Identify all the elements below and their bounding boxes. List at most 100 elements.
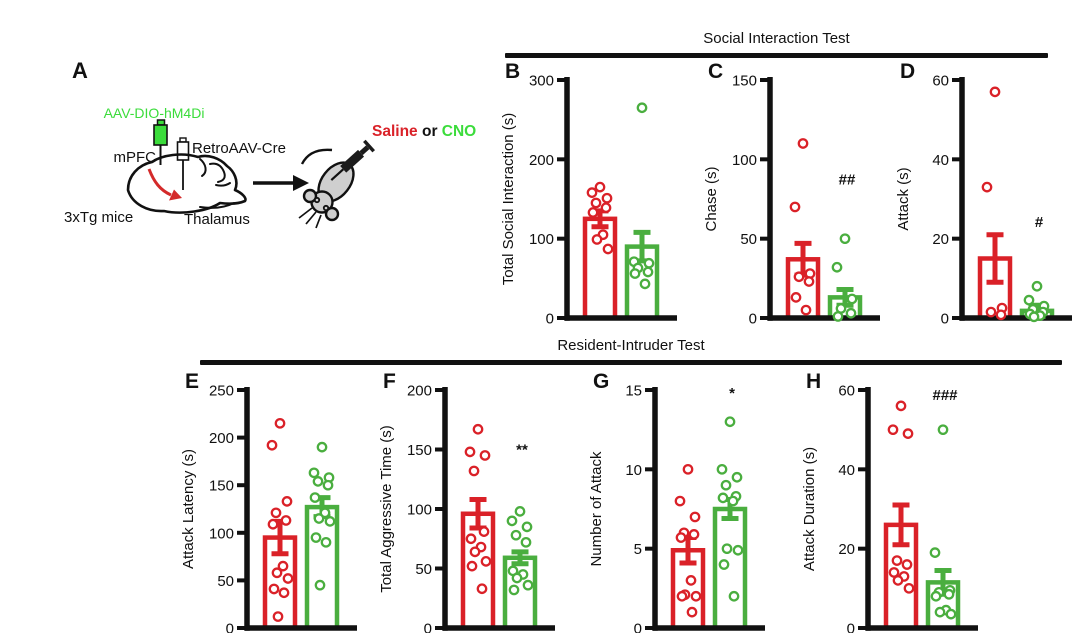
data-point <box>1023 294 1035 306</box>
y-axis-label: Total Social Interaction (s) <box>500 113 517 286</box>
data-point <box>731 471 743 483</box>
data-point <box>903 582 915 594</box>
data-point <box>479 450 491 461</box>
panel-letter-b: B <box>505 60 520 83</box>
white-syringe-icon <box>176 137 190 190</box>
y-tick-label: 0 <box>634 621 642 633</box>
y-tick-label: 200 <box>407 383 432 400</box>
data-point <box>466 560 478 572</box>
data-point <box>508 584 520 596</box>
data-point <box>281 496 293 507</box>
chart-panel-H: H Attack Duration (s) 0 20 40 60 ### <box>801 370 978 633</box>
series-cno <box>929 424 957 620</box>
y-axis-label: Number of Attack <box>588 451 605 567</box>
y-tick-label: 40 <box>838 462 855 479</box>
data-point <box>590 197 602 209</box>
data-point <box>266 439 278 451</box>
data-point <box>718 559 730 570</box>
chart-panel-E: E Attack Latency (s) 0 50 100 150 200 250 <box>180 370 357 633</box>
y-axis-label: Attack Latency (s) <box>180 449 197 569</box>
data-point <box>313 513 325 524</box>
significance-annotation: # <box>1035 214 1044 231</box>
y-axis-label: Attack Duration (s) <box>801 447 818 571</box>
section-title-resident: Resident-Intruder Test <box>557 337 705 354</box>
data-point <box>685 575 697 586</box>
y-axis-label: Chase (s) <box>703 166 720 231</box>
y-tick-label: 100 <box>407 502 432 519</box>
panel-letter-e: E <box>185 370 199 393</box>
data-point <box>732 544 744 556</box>
y-tick-label: 150 <box>209 478 234 495</box>
y-tick-label: 60 <box>838 383 855 400</box>
data-point <box>601 192 613 204</box>
data-point <box>887 424 899 436</box>
data-point <box>945 608 957 620</box>
data-point <box>832 311 844 322</box>
panel-letter-c: C <box>708 60 723 83</box>
data-point <box>587 207 599 218</box>
series-cno <box>716 416 744 602</box>
injection-syringe-icon <box>330 139 376 181</box>
data-point <box>308 467 320 479</box>
data-point <box>689 511 701 523</box>
data-point <box>274 417 286 429</box>
y-tick-label: 50 <box>415 561 432 578</box>
section-title-social: Social Interaction Test <box>703 30 850 47</box>
y-tick-label: 100 <box>732 152 757 169</box>
data-point <box>686 606 698 618</box>
brain-outline <box>126 153 247 214</box>
y-tick-label: 15 <box>625 383 642 400</box>
panel-letter-h: H <box>806 370 821 393</box>
data-point <box>690 590 702 602</box>
data-point <box>675 532 687 543</box>
cno-label: CNO <box>442 123 476 140</box>
y-tick-label: 250 <box>209 383 234 400</box>
data-point <box>468 465 480 477</box>
section-header-resident: Resident-Intruder Test <box>200 337 1062 365</box>
data-point <box>901 559 913 570</box>
chart-panel-C: C Chase (s) 0 50 100 150 ## <box>703 60 880 328</box>
data-point <box>682 463 694 475</box>
y-tick-label: 50 <box>217 573 234 590</box>
panel-a-diagram: A AAV-DIO-hM4Di mPFC RetroAAV-Cre <box>64 58 476 229</box>
data-point <box>934 606 946 618</box>
data-point <box>789 201 801 213</box>
data-point <box>892 575 904 586</box>
series-cno <box>628 102 655 290</box>
series-saline <box>586 181 614 255</box>
data-point <box>600 202 612 214</box>
data-point <box>282 573 294 584</box>
series-cno <box>1023 280 1050 323</box>
data-point <box>676 590 688 602</box>
data-point <box>717 492 729 504</box>
data-point <box>629 268 641 279</box>
y-tick-label: 100 <box>529 231 554 248</box>
data-point <box>674 495 686 507</box>
mice-label: 3xTg mice <box>64 209 133 226</box>
data-point <box>643 257 655 269</box>
data-point <box>586 187 598 199</box>
data-point <box>846 293 858 305</box>
data-point <box>602 243 614 255</box>
data-point <box>309 492 321 503</box>
section-divider-social <box>505 53 1048 58</box>
data-point <box>280 515 292 526</box>
data-point <box>636 102 648 114</box>
y-tick-label: 50 <box>740 231 757 248</box>
y-tick-label: 0 <box>847 621 855 633</box>
data-point <box>316 441 328 453</box>
data-point <box>465 533 477 545</box>
data-point <box>520 536 532 548</box>
data-point <box>594 181 606 193</box>
data-point <box>716 463 728 475</box>
data-point <box>797 138 809 149</box>
panel-letter-g: G <box>593 370 609 393</box>
data-point <box>510 529 522 541</box>
chart-panel-B: B Total Social Interaction (s) 0 100 200 300 <box>500 60 677 328</box>
y-tick-label: 10 <box>625 462 642 479</box>
data-point <box>521 521 533 533</box>
series-saline <box>674 463 702 618</box>
projection-arrow <box>147 168 182 201</box>
y-tick-label: 40 <box>932 152 949 169</box>
series-saline <box>981 86 1008 321</box>
